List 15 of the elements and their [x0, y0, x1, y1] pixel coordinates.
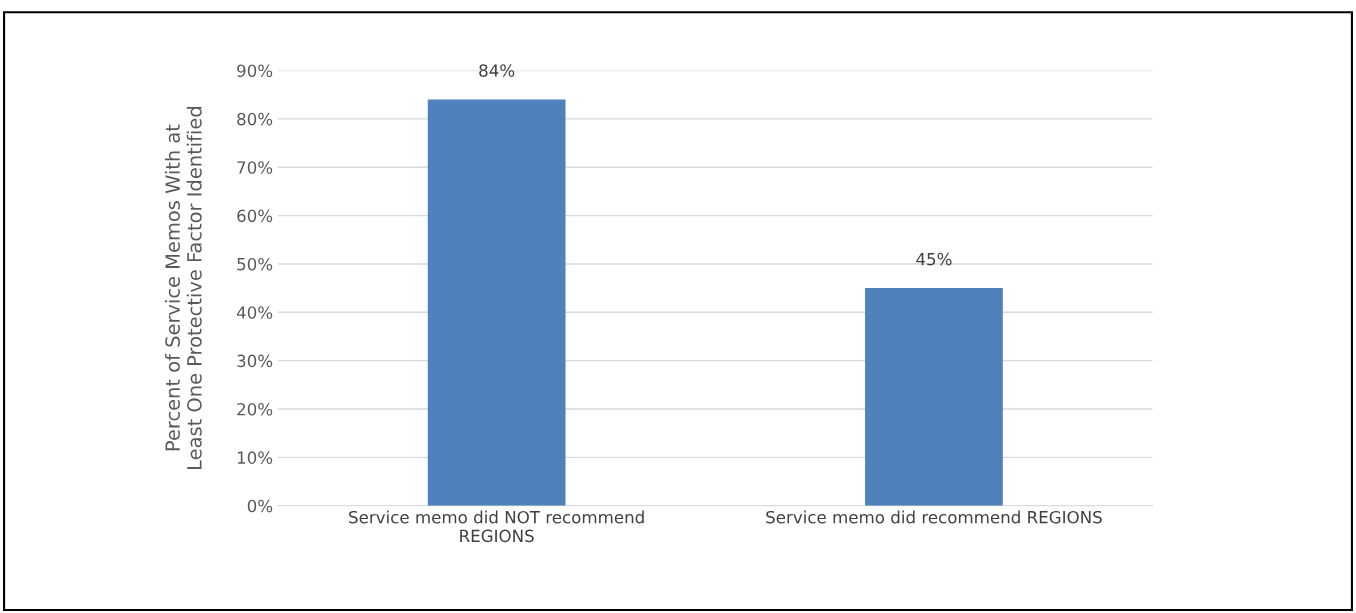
y-tick-label: 40% [236, 306, 273, 319]
y-tick-label: 50% [237, 257, 273, 271]
y-axis-title: Percent of Service Memos With at Least One Protective Factor Identified [164, 107, 202, 469]
y-tick-label: 70% [237, 161, 273, 174]
y-tick-label: 90% [237, 64, 273, 78]
data-label: 84% [479, 64, 515, 77]
y-tick-label: 80% [237, 112, 273, 126]
x-tick-label: Service memo did recommend REGIONS [766, 510, 1102, 524]
y-tick-label: 20% [237, 402, 273, 416]
y-tick-label: 60% [237, 209, 273, 223]
x-tick-label: Service memo did NOT recommend REGIONS [349, 510, 644, 543]
y-tick-label: 10% [237, 451, 273, 464]
data-label: 45% [916, 252, 952, 266]
y-tick-label: 0% [247, 499, 273, 513]
y-tick-label: 30% [237, 354, 273, 368]
